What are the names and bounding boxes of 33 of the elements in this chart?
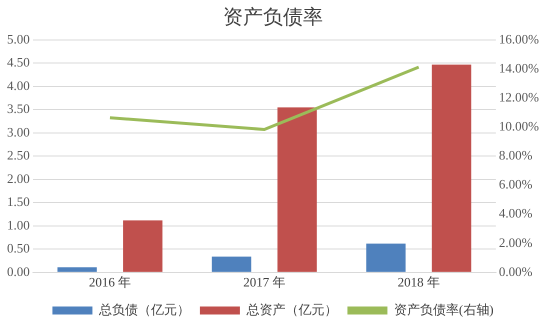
y2-tick-label: 14.00% xyxy=(498,60,540,76)
bar xyxy=(432,64,472,272)
y-tick-label: 0.00 xyxy=(7,264,30,279)
y-tick-label: 0.50 xyxy=(7,240,30,256)
y2-tick-label: 16.00% xyxy=(498,31,540,46)
y-tick-label: 1.00 xyxy=(7,217,30,232)
legend-label: 总资产（亿元） xyxy=(245,302,338,317)
x-tick-label: 2017 年 xyxy=(243,274,286,290)
y2-tick-label: 6.00% xyxy=(498,176,533,192)
bar xyxy=(57,267,97,272)
y2-tick-label: 12.00% xyxy=(498,90,540,105)
legend-label: 总负债（亿元） xyxy=(98,302,190,317)
y-tick-label: 4.50 xyxy=(7,54,30,70)
bar xyxy=(277,107,317,272)
y-tick-label: 1.50 xyxy=(7,194,30,210)
y2-tick-label: 0.00% xyxy=(498,264,533,279)
y2-tick-label: 4.00% xyxy=(498,206,533,221)
y2-tick-label: 8.00% xyxy=(498,148,533,163)
y2-tick-label: 2.00% xyxy=(498,234,533,250)
chart-title: 资产负债率 xyxy=(223,6,323,28)
bar xyxy=(212,256,252,272)
bar xyxy=(123,220,162,272)
y-tick-label: 2.50 xyxy=(7,148,30,163)
y2-tick-label: 10.00% xyxy=(498,118,540,134)
legend-label: 资产负债率(右轴) xyxy=(394,302,494,317)
y-tick-label: 4.00 xyxy=(7,78,30,93)
bar xyxy=(366,244,406,272)
y-tick-label: 5.00 xyxy=(7,31,30,46)
y-tick-label: 3.50 xyxy=(7,101,30,116)
y-tick-label: 3.00 xyxy=(7,124,30,140)
x-tick-label: 2018 年 xyxy=(398,274,440,290)
x-tick-label: 2016 年 xyxy=(88,274,132,290)
y-tick-label: 2.00 xyxy=(7,170,30,186)
